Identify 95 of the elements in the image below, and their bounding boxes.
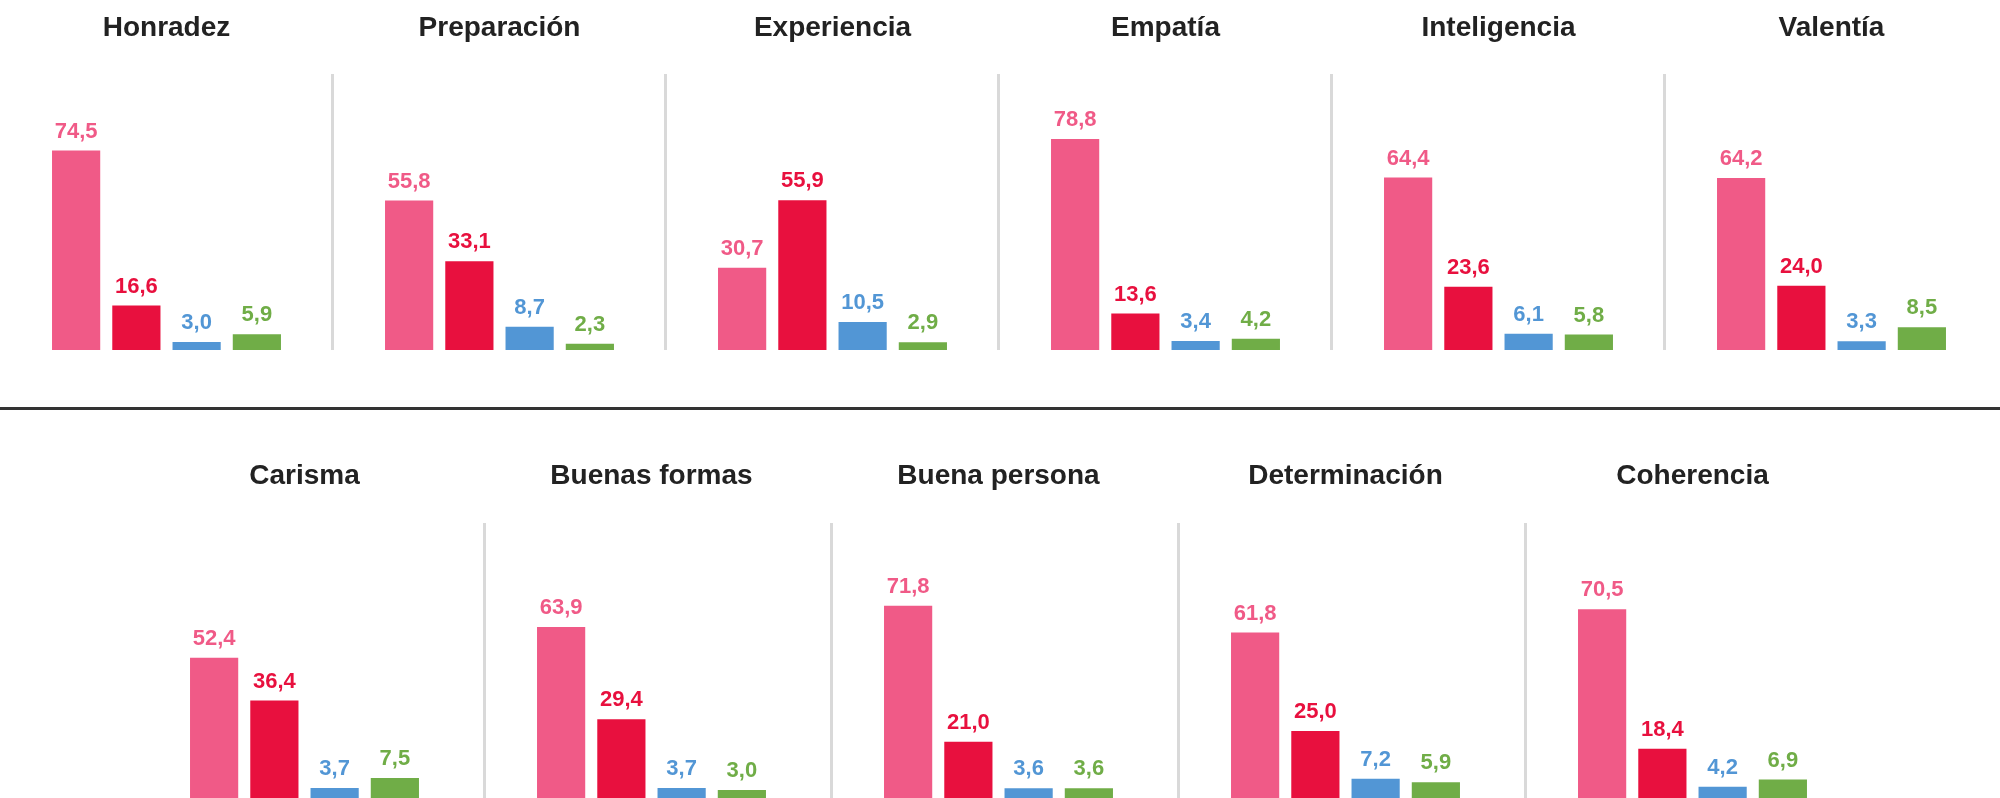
bar bbox=[1111, 313, 1160, 350]
chart-title: Buenas formas bbox=[549, 458, 754, 492]
bar bbox=[1051, 138, 1100, 350]
bar bbox=[385, 200, 434, 350]
bar bbox=[537, 626, 586, 798]
data-label: 8,7 bbox=[514, 293, 545, 319]
bar bbox=[1717, 178, 1766, 350]
data-label: 25,0 bbox=[1293, 698, 1337, 724]
data-label: 36,4 bbox=[252, 667, 297, 693]
chart-title: Valentía bbox=[1777, 10, 1886, 44]
data-label: 6,1 bbox=[1513, 300, 1544, 326]
data-label: 6,9 bbox=[1767, 746, 1799, 772]
data-label: 29,4 bbox=[599, 686, 644, 712]
data-label: 5,9 bbox=[1420, 749, 1452, 775]
data-label: 61,8 bbox=[1233, 599, 1277, 625]
bar bbox=[718, 267, 767, 350]
bar bbox=[1638, 748, 1687, 798]
data-label: 21,0 bbox=[946, 708, 990, 734]
data-label: 3,7 bbox=[319, 755, 350, 781]
bar bbox=[1291, 731, 1340, 798]
bar bbox=[1837, 341, 1886, 350]
chart-title: Empatía bbox=[1110, 10, 1222, 44]
data-label: 4,2 bbox=[1707, 753, 1738, 779]
bar bbox=[1758, 779, 1807, 798]
data-label: 7,5 bbox=[379, 744, 411, 770]
data-label: 64,4 bbox=[1386, 144, 1431, 170]
bar bbox=[310, 788, 359, 798]
data-label: 18,4 bbox=[1640, 715, 1685, 741]
data-label: 23,6 bbox=[1446, 253, 1490, 279]
bar bbox=[370, 777, 419, 798]
chart-title: Buena persona bbox=[896, 458, 1101, 492]
data-label: 33,1 bbox=[447, 228, 491, 254]
bar bbox=[565, 343, 614, 350]
chart-title: Determinación bbox=[1247, 458, 1444, 492]
data-label: 55,8 bbox=[387, 167, 431, 193]
bar bbox=[172, 341, 221, 350]
bar bbox=[1504, 333, 1553, 350]
data-label: 3,3 bbox=[1846, 308, 1877, 334]
data-label: 7,2 bbox=[1360, 745, 1391, 771]
data-label: 3,7 bbox=[666, 755, 697, 781]
data-label: 2,9 bbox=[907, 309, 939, 335]
data-label: 3,0 bbox=[181, 309, 212, 335]
bar bbox=[778, 200, 827, 350]
data-label: 71,8 bbox=[886, 572, 930, 598]
bar bbox=[1897, 327, 1946, 350]
bar bbox=[898, 342, 947, 350]
chart-title: Carisma bbox=[248, 458, 361, 492]
data-label: 16,6 bbox=[114, 272, 158, 298]
bar bbox=[1698, 786, 1747, 798]
data-label: 74,5 bbox=[54, 117, 98, 143]
chart-title: Experiencia bbox=[752, 10, 913, 44]
bar bbox=[445, 261, 494, 350]
data-label: 30,7 bbox=[720, 234, 764, 260]
data-label: 5,9 bbox=[241, 301, 273, 327]
bar bbox=[1171, 340, 1220, 350]
bar bbox=[1231, 338, 1280, 350]
data-label: 10,5 bbox=[841, 288, 885, 314]
data-label: 64,2 bbox=[1719, 145, 1763, 171]
data-label: 3,4 bbox=[1180, 307, 1212, 333]
data-label: 78,8 bbox=[1053, 106, 1097, 132]
data-label: 24,0 bbox=[1779, 252, 1823, 278]
data-label: 3,6 bbox=[1073, 755, 1105, 781]
bar bbox=[1444, 286, 1493, 350]
data-label: 70,5 bbox=[1580, 576, 1624, 602]
data-label: 4,2 bbox=[1240, 305, 1272, 331]
bar bbox=[1578, 609, 1627, 798]
chart-title: Preparación bbox=[417, 10, 582, 44]
bar bbox=[1231, 632, 1280, 798]
data-label: 3,0 bbox=[726, 757, 758, 783]
data-label: 8,5 bbox=[1906, 294, 1938, 320]
bar bbox=[52, 150, 101, 350]
bar bbox=[505, 326, 554, 350]
chart-title: Honradez bbox=[101, 10, 232, 44]
bar bbox=[1411, 782, 1460, 798]
data-label: 5,8 bbox=[1573, 301, 1605, 327]
data-label: 2,3 bbox=[574, 310, 606, 336]
chart-title: Inteligencia bbox=[1420, 10, 1577, 44]
bar bbox=[112, 305, 161, 350]
bar bbox=[1351, 778, 1400, 798]
bar bbox=[1777, 285, 1826, 350]
bar bbox=[717, 789, 766, 798]
bar bbox=[190, 657, 239, 798]
chart-title: Coherencia bbox=[1615, 458, 1770, 492]
bar bbox=[1564, 334, 1613, 350]
bar bbox=[232, 334, 281, 350]
data-label: 63,9 bbox=[539, 593, 583, 619]
data-label: 55,9 bbox=[780, 167, 824, 193]
data-label: 3,6 bbox=[1013, 755, 1044, 781]
data-label: 13,6 bbox=[1113, 280, 1157, 306]
bar bbox=[597, 719, 646, 798]
bar bbox=[657, 788, 706, 798]
data-label: 52,4 bbox=[192, 624, 237, 650]
bar bbox=[1384, 177, 1433, 350]
bar bbox=[838, 321, 887, 350]
bar bbox=[250, 700, 299, 798]
